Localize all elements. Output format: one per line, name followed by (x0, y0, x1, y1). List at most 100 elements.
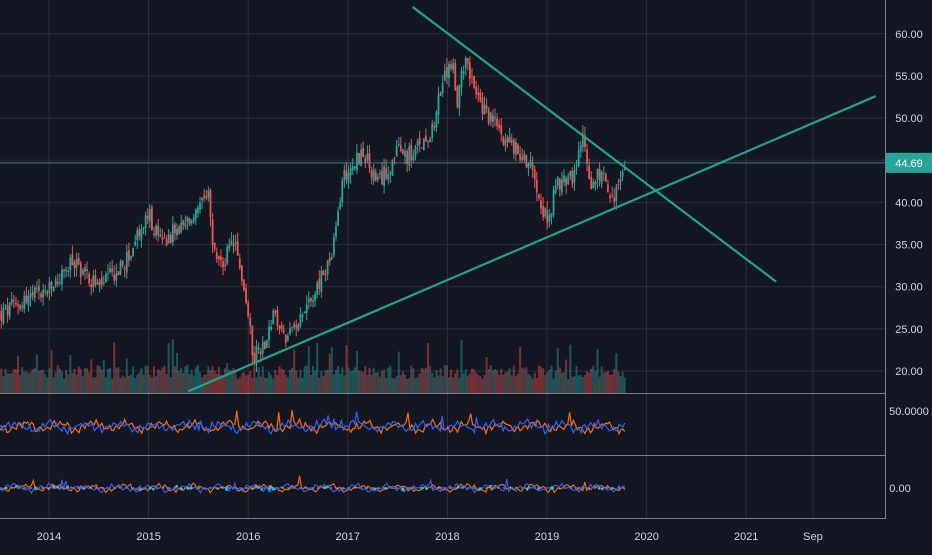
volume-bar (145, 366, 147, 393)
signal-dot (34, 486, 37, 489)
volume-bar (44, 375, 46, 393)
candle-body (237, 241, 239, 256)
volume-bar (109, 368, 111, 393)
volume-bar (366, 375, 368, 393)
candle-body (327, 261, 329, 275)
candle-body (337, 211, 339, 225)
candle-body (274, 311, 276, 313)
candle-body (536, 180, 538, 193)
candle-body (184, 223, 186, 226)
volume-bar (527, 374, 529, 393)
time-tick-label: 2017 (336, 531, 360, 543)
volume-bar (63, 379, 65, 393)
candle-body (130, 256, 132, 259)
volume-bar (247, 375, 249, 393)
volume-bar (176, 353, 178, 393)
candle-body (51, 282, 53, 289)
candle-body (383, 167, 385, 186)
candle-body (293, 324, 295, 328)
volume-bar (103, 360, 105, 393)
candle-body (486, 105, 488, 108)
candle-body (149, 210, 151, 222)
volume-bar (155, 376, 157, 393)
candle-body (521, 157, 523, 160)
candle-body (425, 136, 427, 142)
volume-bar (475, 373, 477, 393)
volume-bar (417, 377, 419, 393)
candle-body (590, 177, 592, 190)
volume-bar (99, 366, 101, 393)
volume-bar (396, 376, 398, 393)
candle-body (214, 243, 216, 249)
last-price-label: 44.69 (895, 158, 923, 170)
candle-body (111, 268, 113, 272)
volume-bar (496, 370, 498, 393)
volume-bar (624, 377, 626, 393)
volume-bar (519, 347, 521, 393)
candle-body (431, 124, 433, 139)
signal-dot (601, 488, 604, 491)
candle-body (90, 284, 92, 287)
volume-bar (13, 369, 15, 393)
volume-bar (184, 366, 186, 393)
volume-bar (500, 369, 502, 393)
volume-bar (488, 369, 490, 393)
candle-body (394, 158, 396, 159)
volume-bar (170, 377, 172, 393)
candle-body (218, 256, 220, 260)
volume-bar (86, 368, 88, 393)
candle-body (404, 151, 406, 157)
volume-bar (548, 370, 550, 393)
volume-bar (385, 378, 387, 393)
volume-bar (11, 373, 13, 393)
volume-bar (352, 370, 354, 393)
candle-body (161, 238, 163, 240)
candle-body (329, 258, 331, 262)
candle-body (13, 300, 15, 301)
volume-bar (166, 374, 168, 393)
candle-body (5, 305, 7, 306)
volume-bar (113, 342, 115, 393)
candle-body (126, 252, 128, 273)
candle-body (226, 247, 228, 263)
volume-bar (427, 343, 429, 393)
signal-dot (149, 487, 152, 490)
volume-bar (550, 365, 552, 393)
volume-bar (402, 371, 404, 393)
volume-bar (48, 368, 50, 393)
volume-bar (132, 366, 134, 393)
candle-body (563, 176, 565, 182)
candle-body (92, 276, 94, 287)
volume-bar (172, 339, 174, 393)
volume-bar (408, 378, 410, 393)
candle-body (279, 326, 281, 329)
candle-body (500, 125, 502, 134)
candle-body (182, 221, 184, 225)
candle-body (519, 154, 521, 160)
candle-body (212, 220, 214, 245)
candle-body (459, 85, 461, 108)
candle-body (469, 62, 471, 78)
candle-body (297, 325, 299, 331)
candle-body (11, 299, 13, 303)
candle-body (95, 275, 97, 284)
volume-bar (473, 369, 475, 393)
volume-bar (375, 373, 377, 393)
candle-body (413, 156, 415, 160)
volume-bar (46, 377, 48, 393)
volume-bar (69, 355, 71, 393)
candle-body (132, 248, 134, 256)
price-tick-label: 40.00 (895, 197, 923, 209)
candle-body (620, 179, 622, 182)
candle-body (151, 207, 153, 230)
candle-body (78, 258, 80, 264)
volume-bar (2, 376, 4, 393)
candle-body (281, 325, 283, 329)
candle-body (473, 76, 475, 88)
candle-body (607, 184, 609, 192)
volume-bar (251, 378, 253, 393)
candle-body (482, 97, 484, 113)
candle-body (254, 353, 256, 362)
